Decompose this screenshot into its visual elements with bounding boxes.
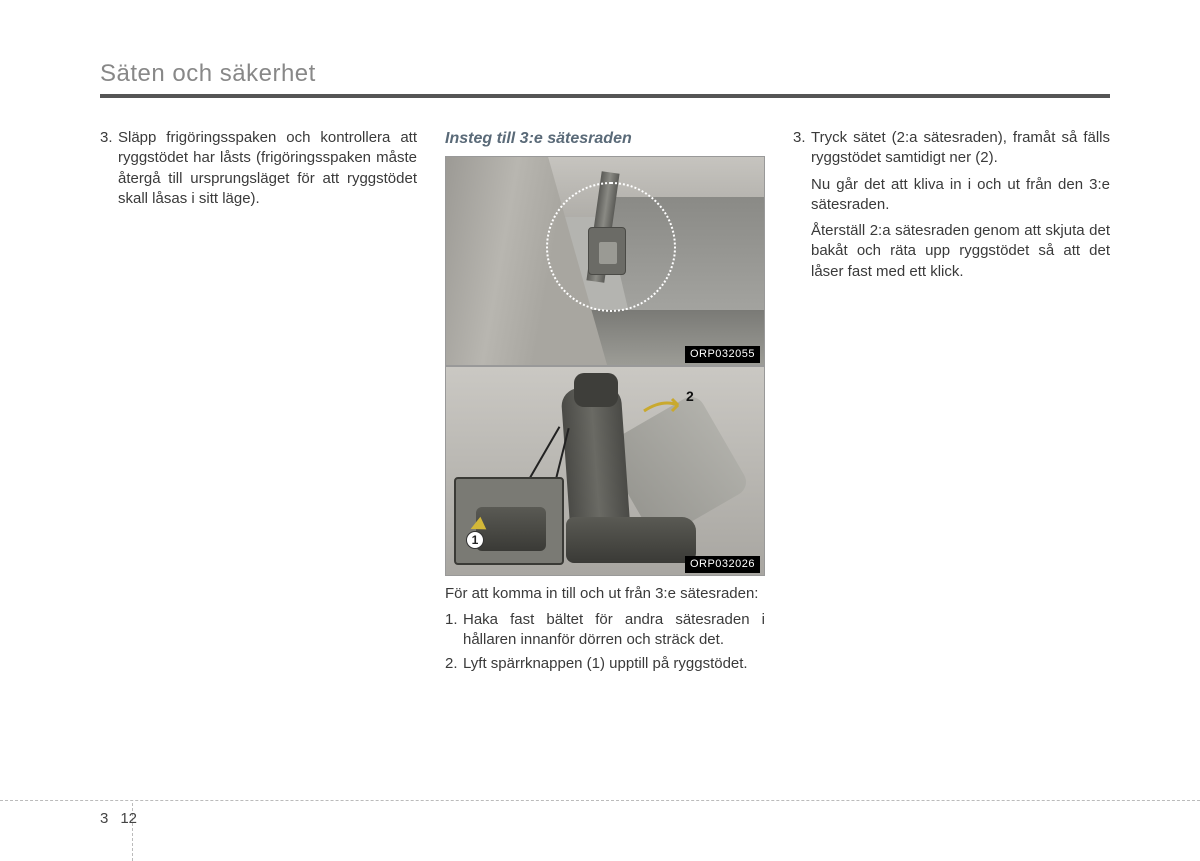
page-number: 3 12 — [100, 810, 137, 827]
subheading: Insteg till 3:e sätesraden — [445, 128, 765, 150]
chapter-number: 3 — [100, 810, 108, 827]
list-item: 1. Haka fast bältet för andra sätesraden… — [445, 610, 765, 651]
figure-seatbelt-anchor: ORP032055 — [445, 156, 765, 366]
item-number: 2. — [445, 654, 463, 674]
list-item: 2. Lyft spärrknappen (1) upptill på rygg… — [445, 654, 765, 674]
item-text: Haka fast bältet för andra sätesraden i … — [463, 610, 765, 651]
callout-number-1: 1 — [466, 531, 484, 549]
manual-page: Säten och säkerhet 3. Släpp frigöringssp… — [0, 0, 1200, 861]
item-text: Nu går det att kliva in i och ut från de… — [811, 175, 1110, 216]
section-heading: Säten och säkerhet — [100, 60, 1110, 88]
item-number: 3. — [100, 128, 118, 209]
footer-rule — [0, 800, 1200, 801]
headrest — [574, 373, 618, 407]
page-in-chapter: 12 — [120, 810, 137, 827]
column-center: Insteg till 3:e sätesraden ORP032055 — [445, 128, 765, 679]
item-number: 3. — [793, 128, 811, 169]
list-item: 3. Släpp frigöringsspaken och kontroller… — [100, 128, 417, 209]
intro-paragraph: För att komma in till och ut från 3:e sä… — [445, 584, 765, 604]
figure-code: ORP032026 — [685, 556, 760, 573]
callout-number-2: 2 — [686, 387, 694, 406]
seat-cushion — [566, 517, 696, 563]
item-text: Släpp frigöringsspaken och kontrollera a… — [118, 128, 417, 209]
column-left: 3. Släpp frigöringsspaken och kontroller… — [100, 128, 417, 679]
inset-detail: 1 — [454, 477, 564, 565]
figure-code: ORP032055 — [685, 346, 760, 363]
three-column-layout: 3. Släpp frigöringsspaken och kontroller… — [100, 128, 1110, 679]
column-right: 3. Tryck sätet (2:a sätesraden), framåt … — [793, 128, 1110, 679]
paragraph: Nu går det att kliva in i och ut från de… — [793, 173, 1110, 216]
item-number: 1. — [445, 610, 463, 651]
figure-seat-fold: 2 1 ORP032026 — [445, 366, 765, 576]
spacer — [793, 219, 811, 282]
spacer — [793, 173, 811, 216]
list-item: 3. Tryck sätet (2:a sätesraden), framåt … — [793, 128, 1110, 169]
fold-arrow-icon — [642, 397, 686, 415]
item-text: Tryck sätet (2:a sätesraden), framåt så … — [811, 128, 1110, 169]
paragraph: Återställ 2:a sätesraden genom att skjut… — [793, 219, 1110, 282]
item-text: Återställ 2:a sätesraden genom att skjut… — [811, 221, 1110, 282]
item-text: Lyft spärrknappen (1) upptill på ryggstö… — [463, 654, 765, 674]
release-lever — [476, 507, 546, 551]
heading-divider — [100, 94, 1110, 98]
highlight-circle — [546, 182, 676, 312]
